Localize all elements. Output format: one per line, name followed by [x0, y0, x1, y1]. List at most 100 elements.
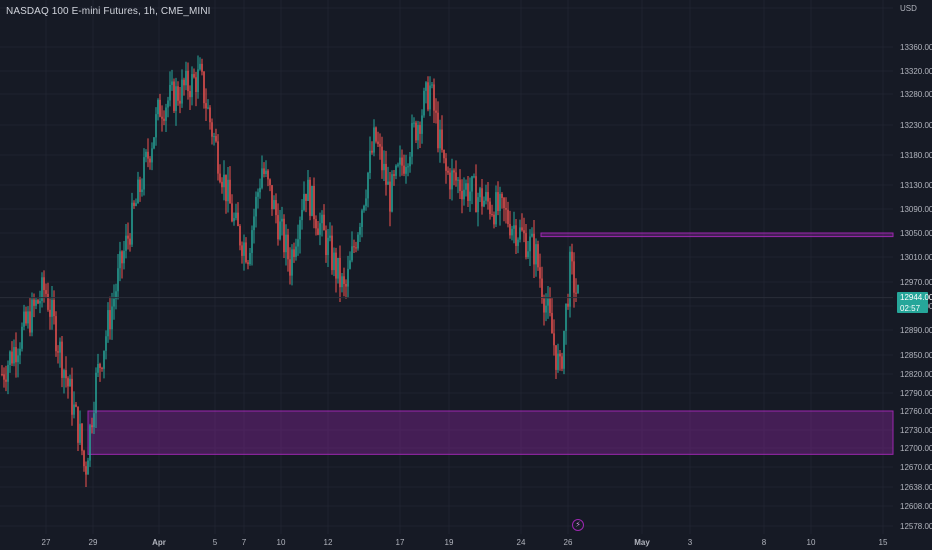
candle-body — [133, 202, 135, 206]
candle-body — [189, 91, 191, 98]
candle-body — [557, 353, 559, 370]
candle-body — [209, 107, 211, 123]
currency-label: USD — [900, 4, 917, 13]
time-tick-label: 3 — [688, 538, 693, 547]
candle-body — [285, 234, 287, 253]
candle-body — [301, 209, 303, 221]
candle-body — [151, 148, 153, 163]
lightning-icon[interactable]: ⚡ — [572, 519, 584, 531]
zone-box[interactable] — [87, 410, 894, 455]
candle-body — [565, 303, 567, 331]
candle-body — [419, 125, 421, 134]
candle-body — [117, 268, 119, 292]
candle-body — [533, 233, 535, 265]
candle-body — [531, 233, 533, 237]
candle-body — [563, 330, 565, 369]
candle-body — [417, 125, 419, 141]
zone-box[interactable] — [540, 232, 894, 238]
candle-body — [509, 224, 511, 236]
candle-body — [69, 378, 71, 387]
candle-body — [239, 226, 241, 246]
candle-body — [547, 298, 549, 306]
candles-layer — [1, 55, 579, 487]
candle-body — [3, 374, 5, 380]
candle-body — [371, 150, 373, 153]
candle-body — [145, 151, 147, 158]
candle-body — [483, 200, 485, 207]
candle-body — [7, 365, 9, 382]
symbol-title[interactable]: NASDAQ 100 E-mini Futures, 1h, CME_MINI — [6, 6, 211, 17]
candle-body — [517, 239, 519, 246]
candle-body — [11, 351, 13, 364]
candle-body — [43, 277, 45, 291]
candle-body — [33, 299, 35, 306]
candle-body — [341, 276, 343, 288]
candle-body — [439, 129, 441, 149]
candle-body — [295, 246, 297, 257]
candle-body — [515, 225, 517, 246]
time-tick-label: 26 — [564, 538, 573, 547]
candle-body — [17, 355, 19, 363]
time-tick-label: 29 — [89, 538, 98, 547]
candle-body — [567, 303, 569, 307]
candle-body — [541, 278, 543, 299]
candle-body — [225, 174, 227, 202]
candle-body — [197, 69, 199, 92]
candle-body — [375, 127, 377, 142]
time-tick-label: Apr — [152, 538, 166, 547]
candle-body — [199, 63, 201, 70]
candle-body — [569, 251, 571, 307]
candle-body — [125, 235, 127, 251]
candle-body — [153, 137, 155, 149]
candle-body — [525, 233, 527, 258]
time-tick-label: 10 — [807, 538, 816, 547]
candle-body — [267, 170, 269, 180]
candle-body — [429, 85, 431, 110]
price-tick-label: 12970.00 — [900, 278, 932, 287]
candle-body — [433, 84, 435, 111]
price-axis[interactable]: USD 13360.00 13320.00 13280.00 13230.00 13180… — [900, 4, 932, 531]
candle-body — [85, 466, 87, 475]
candle-body — [359, 226, 361, 235]
candle-body — [55, 316, 57, 352]
price-tick-label: 13010.00 — [900, 253, 932, 262]
candle-body — [169, 84, 171, 101]
candle-body — [95, 372, 97, 414]
time-axis[interactable]: 27 29 Apr 5 7 10 12 17 19 24 26 May 3 8 10 15 — [42, 538, 888, 547]
price-tick-label: 13130.00 — [900, 181, 932, 190]
candle-body — [219, 173, 221, 182]
time-tick-label: 10 — [277, 538, 286, 547]
candle-body — [81, 423, 83, 451]
candle-body — [391, 174, 393, 212]
candle-body — [165, 107, 167, 121]
candle-body — [353, 246, 355, 248]
candle-body — [303, 193, 305, 210]
candle-body — [161, 116, 163, 119]
candle-body — [171, 81, 173, 85]
candle-body — [539, 267, 541, 279]
candle-body — [345, 283, 347, 287]
candle-body — [21, 326, 23, 349]
candle-body — [313, 185, 315, 220]
candle-body — [65, 370, 67, 379]
time-tick-label: 12 — [324, 538, 333, 547]
candle-body — [75, 404, 77, 407]
candle-body — [357, 234, 359, 249]
price-tick-label: 12760.00 — [900, 407, 932, 416]
candle-body — [529, 236, 531, 252]
candle-body — [131, 202, 133, 245]
price-tick-label: 12820.00 — [900, 370, 932, 379]
candle-body — [249, 252, 251, 265]
candle-body — [91, 425, 93, 428]
candle-body — [103, 350, 105, 369]
candle-body — [31, 299, 33, 333]
candle-body — [159, 99, 161, 117]
candle-body — [379, 144, 381, 147]
candle-body — [293, 249, 295, 257]
candle-body — [227, 179, 229, 202]
candle-body — [473, 176, 475, 178]
candle-body — [235, 212, 237, 219]
candle-body — [499, 193, 501, 211]
candle-body — [275, 200, 277, 216]
